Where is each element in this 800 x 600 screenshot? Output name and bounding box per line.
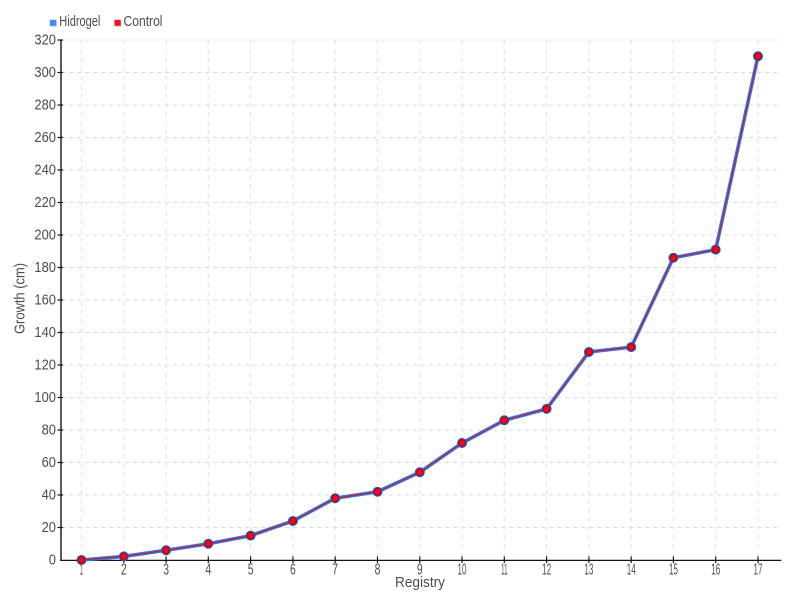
svg-text:240: 240 <box>34 163 56 179</box>
svg-text:320: 320 <box>34 33 56 49</box>
svg-text:16: 16 <box>711 562 720 579</box>
svg-text:220: 220 <box>34 195 56 211</box>
svg-text:9: 9 <box>417 562 423 579</box>
svg-text:7: 7 <box>332 562 338 579</box>
svg-text:200: 200 <box>34 228 56 244</box>
svg-text:Registry: Registry <box>395 575 446 591</box>
svg-text:Hidrogel: Hidrogel <box>59 14 100 30</box>
svg-text:8: 8 <box>375 562 381 579</box>
svg-text:180: 180 <box>34 260 56 276</box>
svg-text:100: 100 <box>34 390 56 406</box>
svg-text:160: 160 <box>34 293 56 309</box>
svg-text:6: 6 <box>290 562 296 579</box>
svg-text:120: 120 <box>34 358 56 374</box>
svg-text:12: 12 <box>542 562 551 579</box>
svg-text:15: 15 <box>669 562 678 579</box>
svg-text:1: 1 <box>80 562 83 579</box>
svg-text:Growth (cm): Growth (cm) <box>13 263 29 334</box>
svg-text:11: 11 <box>501 562 507 579</box>
svg-text:3: 3 <box>163 562 169 579</box>
svg-text:5: 5 <box>248 562 254 579</box>
svg-text:260: 260 <box>34 130 56 146</box>
svg-text:17: 17 <box>754 562 763 579</box>
svg-text:300: 300 <box>34 65 56 81</box>
svg-text:80: 80 <box>42 423 56 439</box>
svg-text:280: 280 <box>34 98 56 114</box>
svg-text:140: 140 <box>34 325 56 341</box>
svg-text:Control: Control <box>124 14 163 30</box>
svg-text:13: 13 <box>584 562 593 579</box>
svg-text:4: 4 <box>205 562 211 579</box>
svg-text:60: 60 <box>42 455 56 471</box>
svg-text:10: 10 <box>458 562 467 579</box>
svg-text:20: 20 <box>42 520 56 536</box>
svg-text:2: 2 <box>121 562 127 579</box>
svg-text:14: 14 <box>627 562 636 579</box>
svg-text:40: 40 <box>42 488 56 504</box>
svg-text:0: 0 <box>49 553 56 569</box>
